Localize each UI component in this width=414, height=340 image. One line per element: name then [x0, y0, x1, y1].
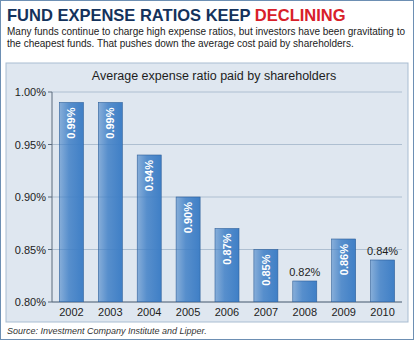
- tick-mark: [48, 302, 52, 303]
- frame: [1, 1, 414, 340]
- bar: [293, 281, 317, 302]
- chart: FUND EXPENSE RATIOS KEEP DECLINING Averag…: [0, 0, 414, 340]
- panel: [6, 63, 408, 322]
- bar: [332, 239, 356, 302]
- bar: [254, 250, 278, 303]
- category-label: 2003: [98, 306, 122, 318]
- data-label: 0.99%: [104, 107, 116, 138]
- category-label: 2008: [293, 306, 317, 318]
- title-part: FUND EXPENSE RATIOS KEEP: [7, 6, 255, 24]
- bar: [137, 155, 161, 302]
- tick-label: 1.00%: [15, 86, 46, 98]
- tick-mark: [48, 197, 52, 198]
- tick-label: 0.85%: [15, 244, 46, 256]
- tick-mark: [48, 144, 52, 145]
- bar: [98, 103, 122, 303]
- tick-label: 0.90%: [15, 191, 46, 203]
- bar: [371, 260, 395, 302]
- data-label: 0.84%: [367, 245, 398, 257]
- grid-line: [52, 92, 402, 93]
- bar: [59, 103, 83, 303]
- plot-title: Average expense ratio paid by shareholde…: [92, 69, 336, 83]
- labels: 0.99% 0.99% 0.94% 0.90% 0.87% 0.85% 0.82% 0.86%…: [65, 107, 398, 285]
- data-label: 0.86%: [338, 244, 350, 275]
- data-label: 0.99%: [65, 107, 77, 138]
- category-label: 2006: [215, 306, 239, 318]
- tick-mark: [48, 92, 52, 93]
- source: Source: Investment Company Institute and…: [7, 326, 207, 336]
- data-label: 0.85%: [260, 254, 272, 285]
- title: FUND EXPENSE RATIOS KEEP DECLINING: [7, 6, 346, 24]
- y-axis: [52, 92, 53, 302]
- category-label: 2005: [176, 306, 200, 318]
- data-label: 0.90%: [182, 202, 194, 233]
- tick-label: 0.80%: [15, 296, 46, 308]
- category-label: 2007: [254, 306, 278, 318]
- tick-label: 0.95%: [15, 139, 46, 151]
- data-label: 0.82%: [289, 266, 320, 278]
- data-label: 0.94%: [143, 160, 155, 191]
- category-label: 2004: [137, 306, 161, 318]
- category-label: 2002: [59, 306, 83, 318]
- page: FUND EXPENSE RATIOS KEEP DECLINING Averag…: [0, 0, 414, 340]
- subtitle: Many funds continue to charge high expen…: [7, 26, 407, 49]
- title-highlight: DECLINING: [255, 6, 346, 24]
- tick-mark: [48, 249, 52, 250]
- data-label: 0.87%: [221, 233, 233, 264]
- category-label: 2009: [331, 306, 355, 318]
- bar: [215, 229, 239, 303]
- bars: [59, 103, 394, 303]
- bar: [176, 197, 200, 302]
- category-label: 2010: [370, 306, 394, 318]
